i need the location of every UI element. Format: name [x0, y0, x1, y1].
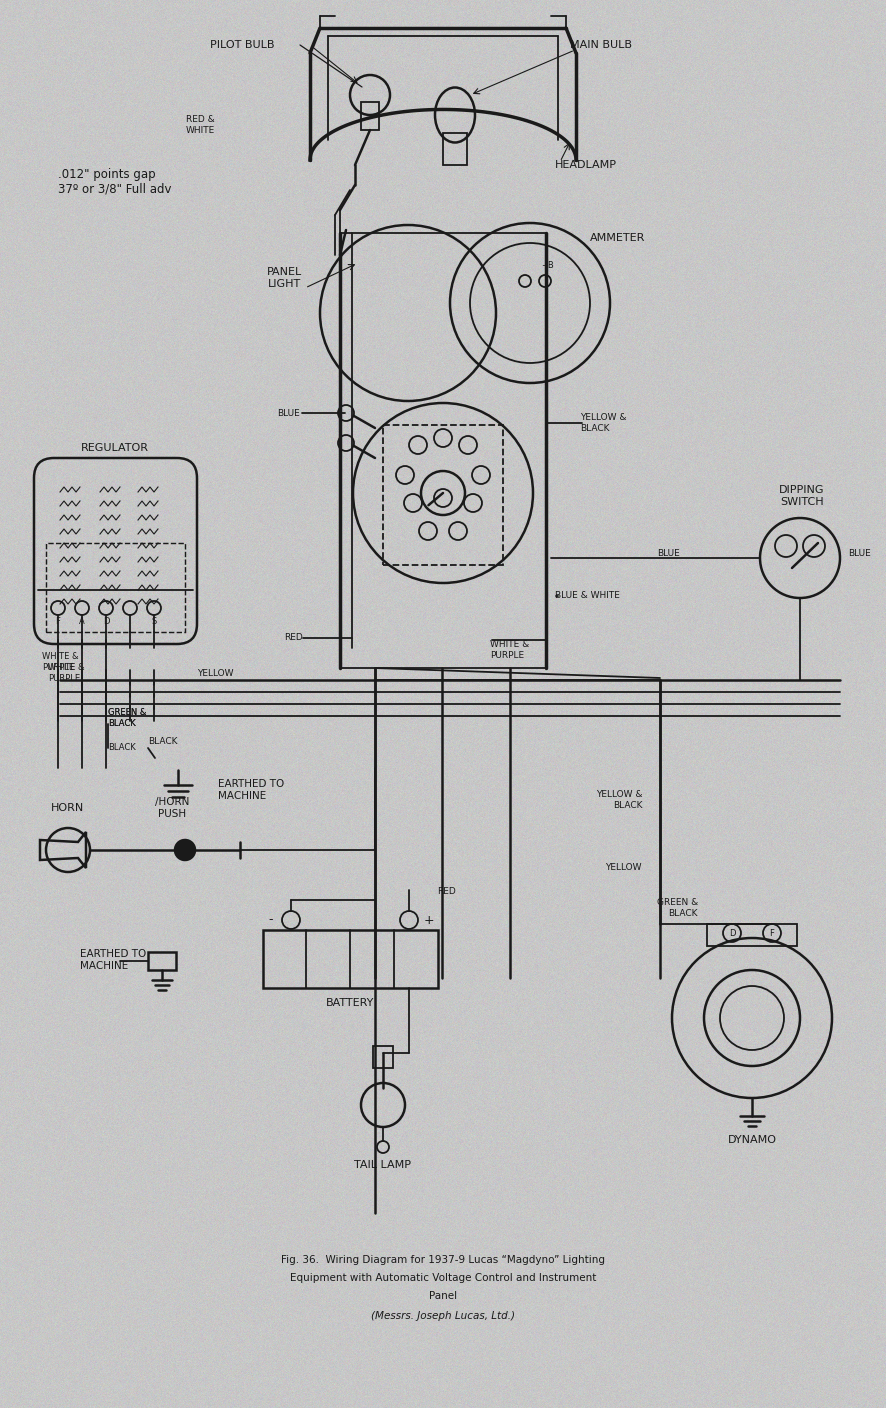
Text: Panel: Panel — [429, 1291, 457, 1301]
Text: BLACK: BLACK — [148, 738, 177, 746]
Text: BLUE: BLUE — [848, 549, 871, 558]
Text: WHITE &
PURPLE: WHITE & PURPLE — [48, 663, 84, 683]
Text: RED &
WHITE: RED & WHITE — [185, 115, 214, 135]
Text: A: A — [79, 618, 85, 627]
Text: GREEN &
BLACK: GREEN & BLACK — [657, 898, 698, 918]
Text: D: D — [729, 928, 735, 938]
Bar — [373, 1046, 393, 1069]
Text: AMMETER: AMMETER — [590, 232, 645, 244]
Text: PANEL
LIGHT: PANEL LIGHT — [268, 268, 303, 289]
Text: YELLOW &
BLACK: YELLOW & BLACK — [596, 790, 643, 810]
Text: DYNAMO: DYNAMO — [727, 1135, 776, 1145]
Text: BLUE: BLUE — [657, 549, 680, 558]
Text: .012" points gap
37º or 3/8" Full adv: .012" points gap 37º or 3/8" Full adv — [58, 168, 172, 196]
Text: D: D — [103, 618, 109, 627]
Text: HORN: HORN — [51, 803, 85, 812]
Text: DIPPING
SWITCH: DIPPING SWITCH — [780, 486, 825, 507]
Bar — [148, 952, 176, 970]
Text: GREEN &
BLACK: GREEN & BLACK — [108, 708, 146, 728]
Text: S: S — [152, 618, 157, 627]
Bar — [361, 101, 379, 130]
Text: GREEN &
BLACK: GREEN & BLACK — [108, 708, 146, 728]
Text: F: F — [56, 618, 60, 627]
Text: MAIN BULB: MAIN BULB — [570, 39, 632, 51]
Text: YELLOW: YELLOW — [197, 669, 233, 677]
Text: (Messrs. Joseph Lucas, Ltd.): (Messrs. Joseph Lucas, Ltd.) — [371, 1311, 515, 1321]
Text: BATTERY: BATTERY — [326, 998, 374, 1008]
Text: HEADLAMP: HEADLAMP — [555, 161, 617, 170]
Bar — [263, 931, 438, 988]
Text: EARTHED TO
MACHINE: EARTHED TO MACHINE — [218, 779, 284, 801]
Text: WHITE &
PURPLE: WHITE & PURPLE — [490, 641, 529, 660]
Circle shape — [175, 841, 195, 860]
Text: PILOT BULB: PILOT BULB — [210, 39, 275, 51]
Text: Equipment with Automatic Voltage Control and Instrument: Equipment with Automatic Voltage Control… — [290, 1273, 596, 1283]
Text: F: F — [770, 928, 774, 938]
Text: BLUE & WHITE: BLUE & WHITE — [555, 591, 620, 600]
Text: RED: RED — [284, 634, 303, 642]
Text: BLUE: BLUE — [277, 408, 300, 418]
Bar — [707, 924, 797, 946]
Text: +B: +B — [541, 260, 555, 269]
Text: EARTHED TO
MACHINE: EARTHED TO MACHINE — [80, 949, 146, 970]
Text: -: - — [268, 914, 273, 926]
Text: RED: RED — [437, 887, 455, 897]
Text: +: + — [424, 914, 434, 926]
Text: YELLOW &
BLACK: YELLOW & BLACK — [580, 414, 626, 432]
Bar — [443, 132, 467, 165]
Text: TAIL LAMP: TAIL LAMP — [354, 1160, 411, 1170]
Bar — [383, 425, 503, 565]
Text: YELLOW: YELLOW — [605, 863, 642, 873]
Bar — [46, 543, 185, 632]
Text: WHITE &
PURPLE: WHITE & PURPLE — [42, 652, 79, 672]
Text: /HORN
PUSH: /HORN PUSH — [155, 797, 190, 819]
Text: Fig. 36.  Wiring Diagram for 1937-9 Lucas “Magdyno” Lighting: Fig. 36. Wiring Diagram for 1937-9 Lucas… — [281, 1255, 605, 1264]
Text: REGULATOR: REGULATOR — [81, 444, 149, 453]
Text: BLACK: BLACK — [108, 743, 136, 752]
